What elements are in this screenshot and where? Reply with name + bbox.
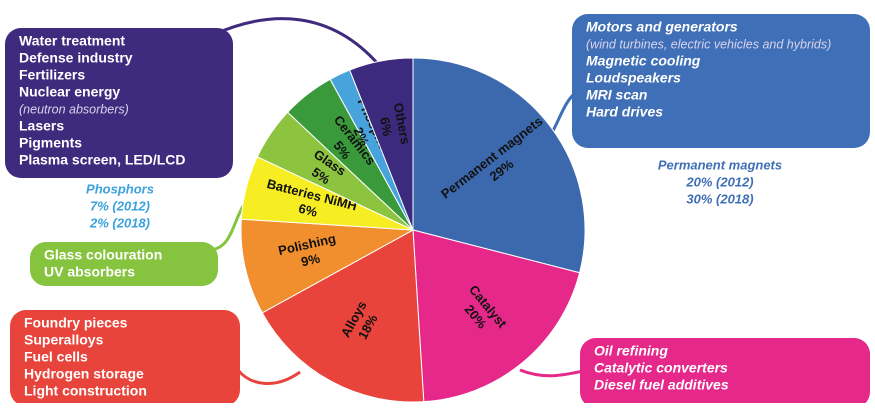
slice-value: 2% <box>351 125 373 149</box>
note-line: Permanent magnets <box>658 157 782 172</box>
callout-item: UV absorbers <box>44 264 135 280</box>
callout-item: Light construction <box>24 383 147 399</box>
callout-item: Diesel fuel additives <box>594 377 729 393</box>
callout-item: Glass colouration <box>44 247 162 263</box>
callout-box <box>5 28 233 178</box>
pie-slice <box>412 57 586 274</box>
note-line: 20% (2012) <box>685 174 753 189</box>
callout-item: Oil refining <box>594 343 668 359</box>
callout-box <box>580 338 870 408</box>
callout-item: Plasma screen, LED/LCD <box>19 152 186 168</box>
callout-item: Lasers <box>19 118 64 134</box>
pie-slice <box>349 57 414 231</box>
callout-box <box>30 242 218 286</box>
callout-note: (neutron absorbers) <box>19 102 129 116</box>
callout-item: Hard drives <box>586 104 663 120</box>
pie-slice <box>240 218 415 314</box>
callout-item: Superalloys <box>24 332 104 348</box>
note-line: 30% (2018) <box>686 191 753 206</box>
callout-item: Pigments <box>19 135 82 151</box>
callout-item: Loudspeakers <box>586 70 681 86</box>
note-line: 7% (2012) <box>90 198 150 213</box>
callout-item: Magnetic cooling <box>586 53 701 69</box>
pie-slice <box>261 229 425 403</box>
connector <box>519 368 589 378</box>
callout-item: Nuclear energy <box>19 84 120 100</box>
callout-item: Water treatment <box>19 33 125 49</box>
callout-box <box>572 14 870 148</box>
callout-note: (wind turbines, electric vehicles and hy… <box>586 37 831 51</box>
note-line: Phosphors <box>86 181 154 196</box>
callout-item: Hydrogen storage <box>24 366 144 382</box>
connector <box>214 17 380 65</box>
callout-item: Catalytic converters <box>594 360 728 376</box>
callout-item: Defense industry <box>19 50 133 66</box>
pie-slice <box>412 229 581 403</box>
callout-item: Fertilizers <box>19 67 85 83</box>
note-line: 2% (2018) <box>89 215 150 230</box>
callout-box <box>10 310 240 406</box>
callout-item: MRI scan <box>586 87 647 103</box>
slice-value: 9% <box>300 251 322 270</box>
callout-item: Motors and generators <box>586 19 738 35</box>
slice-value: 6% <box>377 116 395 138</box>
connector <box>236 369 301 386</box>
callout-item: Fuel cells <box>24 349 88 365</box>
callout-item: Foundry pieces <box>24 315 128 331</box>
slice-value: 6% <box>297 201 319 220</box>
